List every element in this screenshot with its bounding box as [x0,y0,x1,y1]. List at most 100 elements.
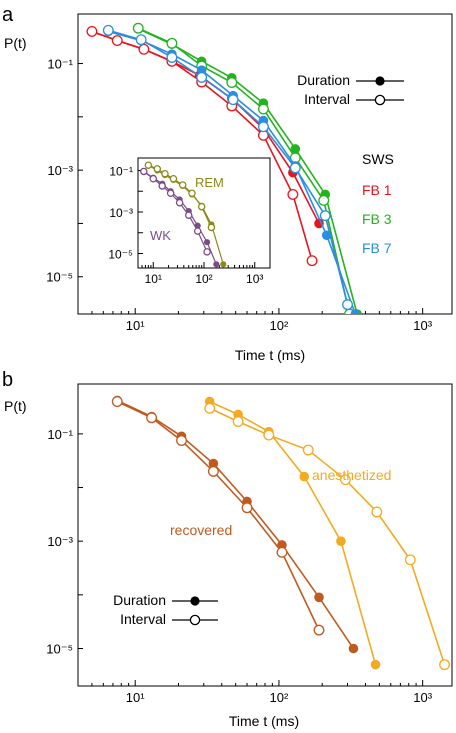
panel-a-data-point [196,71,208,83]
panel-a-series-fb7-interval [102,24,353,311]
panel-a-xlabel: Time t (ms) [235,347,305,363]
label-anesthetized: anesthetized [312,467,391,483]
panel-a-data-point [319,210,331,222]
panel-b-data-point [370,659,381,670]
legend-a-duration-marker [375,76,385,86]
panel-a-data-point [257,121,269,133]
inset-data-point [213,261,220,268]
panel-a-series-fb3-interval [132,22,356,314]
panel-b-data-point [404,554,416,566]
panel-a-data-point [350,309,361,314]
inset-data-point [184,211,193,219]
panel-b-data-point [263,429,275,441]
panel-b-data-point [176,435,187,447]
panel-a-data-point [102,24,114,36]
inset-data-point [169,175,178,183]
panel-a-y-tick-label: 10⁻¹ [47,57,73,72]
panel-b-x-tick-label: 10² [270,690,289,705]
panel-a-inset: 10¹ 10² 10³ 10⁻¹ 10⁻³ 10⁻⁵ REM WK [108,157,271,286]
panel-b-data-point [313,624,325,636]
panel-a-data-point [287,188,299,200]
inset-data-point [178,181,187,189]
legend-a-sws-title: SWS [362,151,394,167]
inset-x-tick-label: 10¹ [145,272,162,286]
panel-a-data-point [318,195,330,206]
inset-data-point [188,189,196,198]
inset-data-point [153,165,162,173]
panel-a-y-tick-label: 10⁻⁵ [46,270,73,285]
panel-a-data-point [135,34,147,46]
inset-x-tick-label: 10³ [246,272,263,286]
panel-a-data-point [138,43,150,55]
panel-b-series-recovered-interval [111,396,325,636]
panel-b-series-line [209,407,446,665]
legend-b-duration-marker [190,596,200,606]
inset-label-wk: WK [150,228,171,243]
inset-y-tick-label: 10⁻¹ [109,164,133,178]
inset-data-point [203,248,211,256]
panel-a-data-point [227,94,239,106]
legend-a-fb1: FB 1 [362,182,392,198]
panel-a-series [86,22,362,314]
panel-a-data-point [314,218,324,229]
legend-a-fb7: FB 7 [362,240,392,256]
panel-b-data-point [336,536,346,546]
inset-data-point [197,202,206,211]
inset-data-point [149,175,158,183]
panel-b-series-anesthetized-interval [204,402,451,671]
panel-b-series-line [209,400,377,665]
label-recovered: recovered [170,522,232,538]
panel-b-x-tick-label: 10¹ [126,690,145,705]
panel-b-xlabel: Time t (ms) [229,713,299,729]
panel-b-data-point [276,546,288,558]
panel-b-data-point [314,592,324,603]
panel-a: a P(t) 10¹ 10² 10³ 10⁻¹ 10⁻³ 10⁻⁵ Time t (ms)… [2,4,453,363]
panel-a-data-point [132,22,144,34]
panel-b-y-tick-label: 10⁻³ [47,534,73,549]
inset-y-tick-label: 10⁻⁵ [108,247,133,261]
inset-label-rem: REM [195,175,224,190]
inset-data-point [161,169,169,178]
panel-b-data-point [208,458,219,469]
legend-a-fb3: FB 3 [362,211,392,227]
inset-x-tick-label: 10² [195,272,212,286]
panel-b-y-tick-label: 10⁻¹ [47,427,73,442]
panel-a-data-point [342,299,353,311]
inset-series-wk-interval [140,167,211,256]
panel-a-data-point [257,103,269,115]
panel-b-x-tick-label: 10³ [413,690,432,705]
panel-a-data-point [290,144,301,154]
panel-a-data-point [166,52,178,63]
inset-data-point [144,161,153,169]
panel-a-x-tick-label: 10² [270,318,289,333]
panel-a-data-point [86,25,98,37]
inset-series [140,161,227,268]
panel-a-data-point [111,35,123,46]
panel-b-data-point [299,471,310,482]
panel-b-data-point [302,444,314,456]
panel-a-x-tick-label: 10³ [413,318,432,333]
inset-data-point [207,223,216,232]
panel-a-data-point [306,255,318,267]
panel-b-data-point [241,502,253,514]
panel-a-legend: Duration Interval SWS FB 1 FB 3 FB 7 [297,72,404,256]
inset-data-point [166,189,175,198]
panel-b-letter: b [2,369,13,391]
inset-data-point [203,239,211,246]
panel-a-letter: a [2,4,14,26]
legend-a-interval-marker [374,94,386,106]
inset-data-point [220,261,227,268]
panel-b-data-point [146,412,158,424]
legend-a-duration-label: Duration [297,72,350,88]
inset-series-rem-interval [144,161,216,232]
panel-b-y-tick-label: 10⁻⁵ [46,641,73,656]
panel-a-ylabel: P(t) [4,35,27,51]
inset-data-point [175,198,184,207]
panel-b-data-point [339,474,351,486]
legend-b-duration-label: Duration [113,592,166,608]
inset-data-point [140,167,148,176]
panel-b-data-point [111,396,123,408]
panel-b-data-point [204,402,216,414]
panel-b-data-point [232,416,244,427]
